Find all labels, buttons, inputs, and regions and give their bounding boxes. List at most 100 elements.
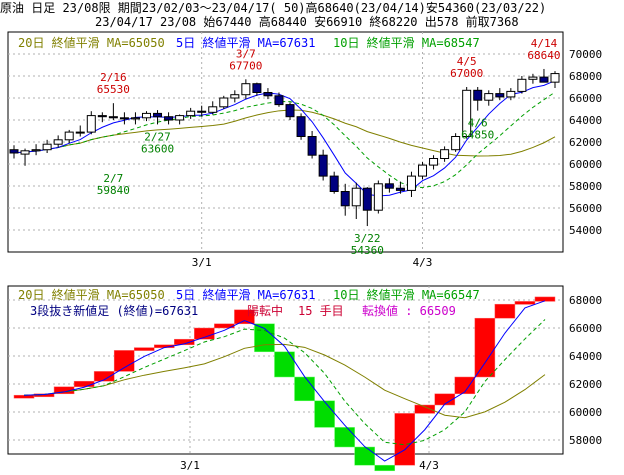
candle-body — [9, 149, 19, 154]
y-tick-label: 60000 — [569, 406, 602, 419]
candle-body — [406, 175, 416, 191]
annotation-date: 2/16 — [100, 71, 127, 84]
annotation-value: 68640 — [527, 49, 560, 62]
y-tick-label: 68000 — [569, 70, 602, 83]
legend-ma20-upper: 20日 終値平滑 MA=65050 — [18, 36, 165, 50]
nb-brick — [294, 376, 315, 402]
candle-body — [97, 115, 107, 118]
candle-body — [528, 76, 538, 80]
annotation-value: 59840 — [97, 184, 130, 197]
candle-body — [440, 149, 450, 159]
x-tick-label: 3/1 — [180, 459, 200, 472]
y-tick-label: 62000 — [569, 378, 602, 391]
annotation-value: 64850 — [461, 129, 494, 142]
candle-body — [517, 78, 527, 92]
annotation-value: 67700 — [229, 59, 262, 72]
candle-body — [395, 187, 405, 191]
candle-body — [153, 112, 163, 118]
y-tick-label: 54000 — [569, 224, 602, 237]
nb-info-reversal: 転換値 : 66509 — [362, 304, 456, 318]
annotation-date: 2/27 — [144, 130, 171, 143]
y-tick-label: 64000 — [569, 350, 602, 363]
y-tick-label: 58000 — [569, 180, 602, 193]
y-tick-label: 58000 — [569, 434, 602, 447]
candle-body — [285, 104, 295, 118]
candle-body — [384, 183, 394, 189]
nb-brick — [514, 301, 536, 305]
candle-body — [75, 131, 85, 134]
nb-brick — [354, 446, 375, 466]
nb-brick — [374, 464, 395, 472]
annotation-value: 65530 — [97, 83, 130, 96]
candle-body — [108, 116, 118, 119]
annotation-date: 4/6 — [468, 117, 488, 130]
nb-brick — [133, 347, 155, 351]
y-tick-label: 70000 — [569, 48, 602, 61]
nb-brick — [414, 404, 436, 414]
candle-body — [539, 76, 549, 83]
candle-body — [86, 115, 96, 133]
annotation-value: 67000 — [450, 67, 483, 80]
candle-body — [230, 94, 240, 99]
nb-info-title: 3段抜き新値足 (終値)=67631 — [30, 304, 199, 318]
candle-body — [473, 89, 483, 101]
legend-ma20-lower: 20日 終値平滑 MA=65050 — [18, 288, 165, 302]
annotation-date: 4/5 — [457, 55, 477, 68]
candle-body — [175, 115, 185, 121]
nb-brick — [394, 413, 415, 466]
candle-body — [462, 89, 472, 138]
candle-body — [318, 154, 328, 177]
nb-brick — [494, 303, 516, 319]
nb-brick — [534, 296, 556, 302]
candle-body — [340, 191, 350, 207]
nb-brick — [174, 338, 195, 346]
nb-ma10-line — [24, 319, 546, 446]
candle-body — [53, 139, 63, 145]
y-tick-label: 64000 — [569, 114, 602, 127]
candle-body — [130, 117, 140, 120]
candle-body — [296, 116, 306, 137]
y-tick-label: 66000 — [569, 322, 602, 335]
candle-body — [219, 97, 229, 108]
candle-body — [208, 106, 218, 113]
x-tick-label: 4/3 — [419, 459, 439, 472]
nb-brick — [334, 427, 355, 448]
legend-ma5-lower: 5日 終値平滑 MA=67631 — [176, 288, 316, 302]
annotation-date: 4/14 — [531, 37, 558, 50]
annotation-date: 3/22 — [354, 232, 381, 245]
candle-body — [263, 92, 273, 97]
nb-brick — [93, 371, 115, 382]
nb-brick — [73, 380, 95, 388]
plot-frame — [7, 31, 564, 253]
candle-body — [31, 149, 41, 152]
header-line1: 原油 日足 23/08限 期間23/02/03～23/04/17( 50)高68… — [0, 1, 547, 15]
candle-body — [429, 158, 439, 166]
nb-brick — [314, 400, 335, 428]
candlestick-chart: 54000 56000 58000 60000 62000 64000 66000 68000… — [7, 31, 602, 269]
x-tick-label: 4/3 — [413, 256, 433, 269]
candle-body — [274, 95, 284, 106]
y-tick-label: 56000 — [569, 202, 602, 215]
candle-body — [329, 175, 339, 193]
nb-brick — [113, 350, 135, 372]
x-tick-label: 3/1 — [192, 256, 212, 269]
candle-body — [141, 112, 151, 119]
candle-body — [186, 110, 196, 117]
candle-body — [20, 150, 30, 155]
candle-body — [550, 73, 560, 83]
candle-body — [418, 164, 428, 177]
candle-body — [351, 187, 361, 207]
annotation-date: 2/7 — [103, 172, 123, 185]
ma10-line — [13, 91, 556, 189]
annotation-value: 63600 — [141, 142, 174, 155]
y-tick-label: 60000 — [569, 158, 602, 171]
y-tick-label: 68000 — [569, 294, 602, 307]
candle-body — [119, 117, 129, 120]
legend-ma10-lower: 10日 終値平滑 MA=66547 — [333, 288, 480, 302]
y-tick-label: 66000 — [569, 92, 602, 105]
candle-body — [506, 90, 516, 98]
ma5-line — [13, 80, 556, 197]
nb-ma5-line — [24, 300, 546, 462]
candle-body — [241, 83, 251, 96]
